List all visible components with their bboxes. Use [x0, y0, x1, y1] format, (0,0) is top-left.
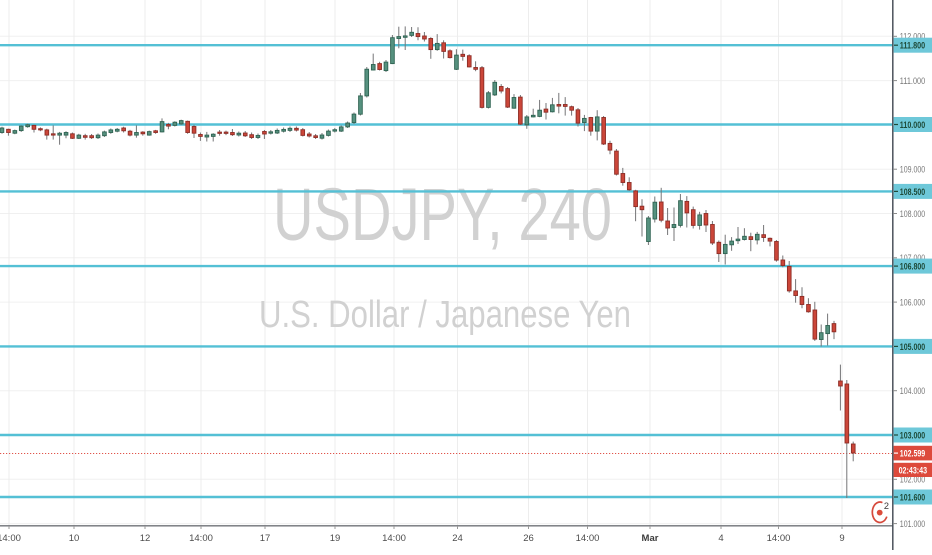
- svg-text:108.500: 108.500: [900, 187, 925, 197]
- svg-text:17: 17: [260, 533, 271, 544]
- svg-text:14:00: 14:00: [767, 533, 791, 544]
- svg-text:14:00: 14:00: [576, 533, 600, 544]
- svg-text:106.000: 106.000: [900, 298, 925, 308]
- svg-text:14:00: 14:00: [189, 533, 213, 544]
- svg-text:102.599: 102.599: [900, 449, 925, 459]
- svg-text:Mar: Mar: [642, 533, 659, 544]
- svg-text:112.000: 112.000: [900, 32, 925, 42]
- svg-text:108.000: 108.000: [900, 209, 925, 219]
- svg-text:14:00: 14:00: [0, 533, 21, 544]
- svg-text:24: 24: [452, 533, 463, 544]
- svg-text:12: 12: [140, 533, 151, 544]
- svg-text:101.000: 101.000: [900, 519, 925, 529]
- svg-text:2: 2: [884, 501, 889, 511]
- svg-text:USDJPY, 240: USDJPY, 240: [273, 173, 612, 256]
- svg-text:104.000: 104.000: [900, 386, 925, 396]
- svg-text:9: 9: [839, 533, 844, 544]
- svg-text:107.000: 107.000: [900, 253, 925, 263]
- svg-text:4: 4: [718, 533, 723, 544]
- svg-text:U.S. Dollar / Japanese Yen: U.S. Dollar / Japanese Yen: [259, 294, 631, 336]
- svg-text:103.000: 103.000: [900, 430, 925, 440]
- svg-text:106.800: 106.800: [900, 262, 925, 272]
- svg-text:26: 26: [523, 533, 534, 544]
- svg-text:19: 19: [330, 533, 341, 544]
- svg-text:02:43:43: 02:43:43: [899, 465, 928, 475]
- svg-text:102.000: 102.000: [900, 475, 925, 485]
- svg-text:109.000: 109.000: [900, 165, 925, 175]
- svg-text:110.000: 110.000: [900, 120, 925, 130]
- svg-text:111.800: 111.800: [900, 41, 925, 51]
- svg-text:10: 10: [69, 533, 80, 544]
- svg-text:111.000: 111.000: [900, 76, 925, 86]
- svg-text:14:00: 14:00: [382, 533, 406, 544]
- svg-text:105.000: 105.000: [900, 342, 925, 352]
- svg-text:101.600: 101.600: [900, 492, 925, 502]
